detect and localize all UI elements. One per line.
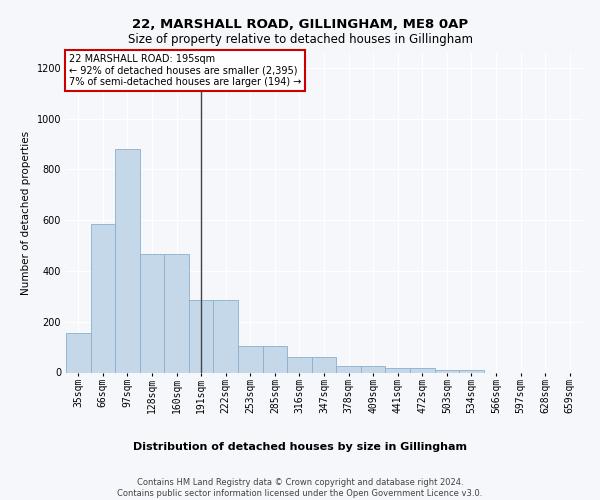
- Bar: [361, 366, 385, 372]
- Text: 22 MARSHALL ROAD: 195sqm
← 92% of detached houses are smaller (2,395)
7% of semi: 22 MARSHALL ROAD: 195sqm ← 92% of detach…: [68, 54, 301, 88]
- Bar: [238, 346, 263, 372]
- Text: Contains HM Land Registry data © Crown copyright and database right 2024.
Contai: Contains HM Land Registry data © Crown c…: [118, 478, 482, 498]
- Y-axis label: Number of detached properties: Number of detached properties: [21, 130, 31, 294]
- Bar: [336, 366, 361, 372]
- Bar: [214, 300, 238, 372]
- Text: 22, MARSHALL ROAD, GILLINGHAM, ME8 0AP: 22, MARSHALL ROAD, GILLINGHAM, ME8 0AP: [132, 18, 468, 30]
- Text: Size of property relative to detached houses in Gillingham: Size of property relative to detached ho…: [128, 32, 473, 46]
- Bar: [115, 149, 140, 372]
- Bar: [459, 370, 484, 372]
- Bar: [410, 368, 434, 372]
- Bar: [91, 224, 115, 372]
- Text: Distribution of detached houses by size in Gillingham: Distribution of detached houses by size …: [133, 442, 467, 452]
- Bar: [263, 346, 287, 372]
- Bar: [140, 254, 164, 372]
- Bar: [385, 368, 410, 372]
- Bar: [66, 333, 91, 372]
- Bar: [287, 358, 312, 372]
- Bar: [164, 254, 189, 372]
- Bar: [434, 370, 459, 372]
- Bar: [189, 300, 214, 372]
- Bar: [312, 358, 336, 372]
